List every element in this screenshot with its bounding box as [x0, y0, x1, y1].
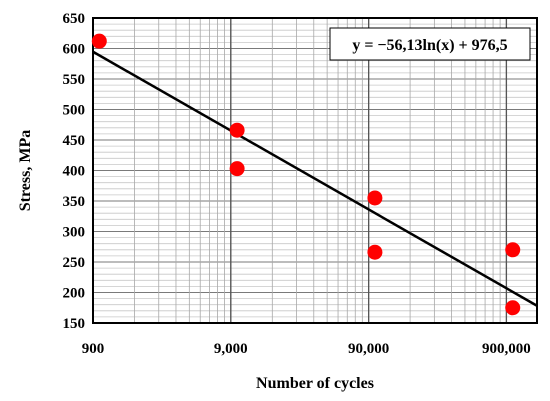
- grid: [92, 17, 537, 324]
- x-tick-label: 90,000: [348, 341, 389, 357]
- y-tick-label: 650: [63, 11, 86, 27]
- data-point: [229, 122, 245, 138]
- x-tick-label: 9,000: [214, 341, 248, 357]
- x-tick-label: 900,000: [482, 341, 531, 357]
- data-point: [367, 244, 383, 260]
- y-tick-label: 450: [63, 133, 86, 149]
- y-axis-title: Stress, MPa: [17, 130, 34, 211]
- data-point: [91, 33, 107, 49]
- y-tick-label: 250: [63, 255, 86, 271]
- data-point: [505, 300, 521, 316]
- data-point: [229, 161, 245, 177]
- y-tick-label: 300: [63, 225, 86, 241]
- y-tick-label: 350: [63, 194, 86, 210]
- plot-frame: [92, 17, 538, 324]
- equation-box-frame: [329, 27, 531, 61]
- equation-box: y = −56,13ln(x) + 976,5: [329, 27, 531, 61]
- y-tick-labels: 150 200 250 300 350 400 450 500 550 600 650: [63, 11, 86, 332]
- x-tick-labels: 900 9,000 90,000 900,000: [82, 341, 531, 357]
- y-tick-label: 550: [63, 72, 86, 88]
- equation-label: y = −56,13ln(x) + 976,5: [352, 37, 507, 54]
- y-tick-label: 500: [63, 103, 86, 119]
- y-tick-label: 400: [63, 164, 86, 180]
- data-points: [91, 33, 521, 316]
- x-axis-title: Number of cycles: [256, 375, 374, 392]
- y-tick-label: 150: [63, 316, 86, 332]
- y-tick-label: 600: [63, 42, 86, 58]
- data-point: [505, 242, 521, 258]
- y-tick-label: 200: [63, 286, 86, 302]
- data-point: [367, 190, 383, 206]
- x-tick-label: 900: [82, 341, 105, 357]
- trendline: [92, 50, 538, 307]
